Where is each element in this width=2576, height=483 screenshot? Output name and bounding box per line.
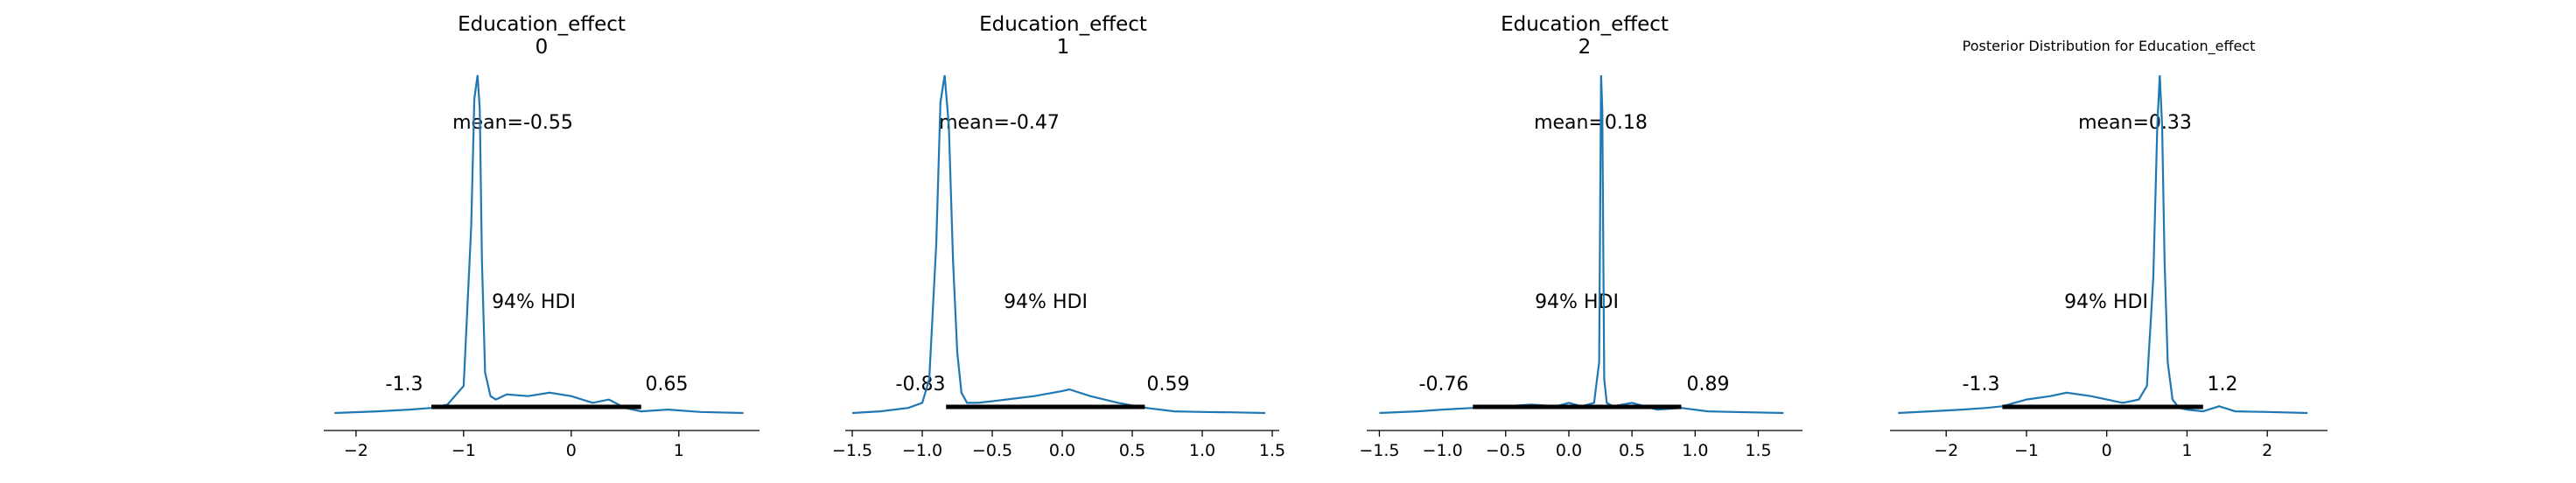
panel-subtitle: 0 [536,36,549,59]
x-tick-label: 1.0 [1189,441,1215,460]
panel-title: Education_effect [458,13,626,36]
x-axis-ticks: −2 −1 0 1 2 [1934,430,2272,460]
hdi-low-label: -0.76 [1419,374,1469,396]
panel-3: Posterior Distribution for Education_eff… [1890,38,2328,460]
x-tick-label: 0 [2102,441,2112,460]
x-axis-ticks: −1.5 −1.0 −0.5 0.0 0.5 1.0 1.5 [832,430,1285,460]
x-tick-label: −2 [1934,441,1958,460]
mean-label: mean=-0.47 [939,112,1060,134]
x-tick-label: 0.0 [1049,441,1075,460]
hdi-label: 94% HDI [492,291,576,313]
density-curve [1898,74,2308,415]
mean-label: mean=-0.55 [452,112,573,134]
panel-title: Education_effect [979,13,1147,36]
x-tick-label: 1.5 [1745,441,1771,460]
panel-subtitle: 2 [1578,36,1592,59]
panel-1: Education_effect 1 mean=-0.47 94% HDI -0… [832,13,1285,460]
x-tick-label: 1.0 [1682,441,1708,460]
panel-title: Posterior Distribution for Education_eff… [1963,38,2256,55]
hdi-label: 94% HDI [1004,291,1088,313]
x-tick-label: −1 [452,441,476,460]
x-axis-ticks: −2 −1 0 1 [344,430,684,460]
x-tick-label: 0 [566,441,577,460]
hdi-high-label: 0.65 [646,374,689,396]
x-tick-label: −1.5 [1359,441,1399,460]
x-tick-label: −2 [344,441,368,460]
hdi-low-label: -1.3 [1963,374,2000,396]
x-tick-label: 2 [2262,441,2272,460]
mean-label: mean=0.18 [1534,112,1648,134]
hdi-low-label: -0.83 [896,374,946,396]
x-tick-label: −0.5 [1486,441,1526,460]
panel-0: Education_effect 0 mean=-0.55 94% HDI -1… [324,13,760,460]
x-tick-label: 0.5 [1619,441,1645,460]
x-tick-label: −1.0 [1423,441,1463,460]
panel-title: Education_effect [1501,13,1669,36]
hdi-high-label: 0.59 [1147,374,1190,396]
x-tick-label: 1.5 [1259,441,1285,460]
panel-2: Education_effect 2 mean=0.18 94% HDI -0.… [1359,13,1802,460]
x-tick-label: 0.0 [1556,441,1582,460]
x-tick-label: 1 [2181,441,2192,460]
hdi-label: 94% HDI [2064,291,2148,313]
hdi-low-label: -1.3 [386,374,424,396]
hdi-high-label: 1.2 [2208,374,2238,396]
x-tick-label: −1 [2014,441,2039,460]
x-tick-label: 1 [674,441,684,460]
hdi-high-label: 0.89 [1687,374,1730,396]
hdi-label: 94% HDI [1535,291,1619,313]
panel-subtitle: 1 [1057,36,1070,59]
x-axis-ticks: −1.5 −1.0 −0.5 0.0 0.5 1.0 1.5 [1359,430,1772,460]
x-tick-label: −0.5 [972,441,1012,460]
x-tick-label: −1.0 [902,441,942,460]
x-tick-label: −1.5 [832,441,872,460]
mean-label: mean=0.33 [2078,112,2192,134]
density-curve [851,74,1266,415]
x-tick-label: 0.5 [1119,441,1145,460]
